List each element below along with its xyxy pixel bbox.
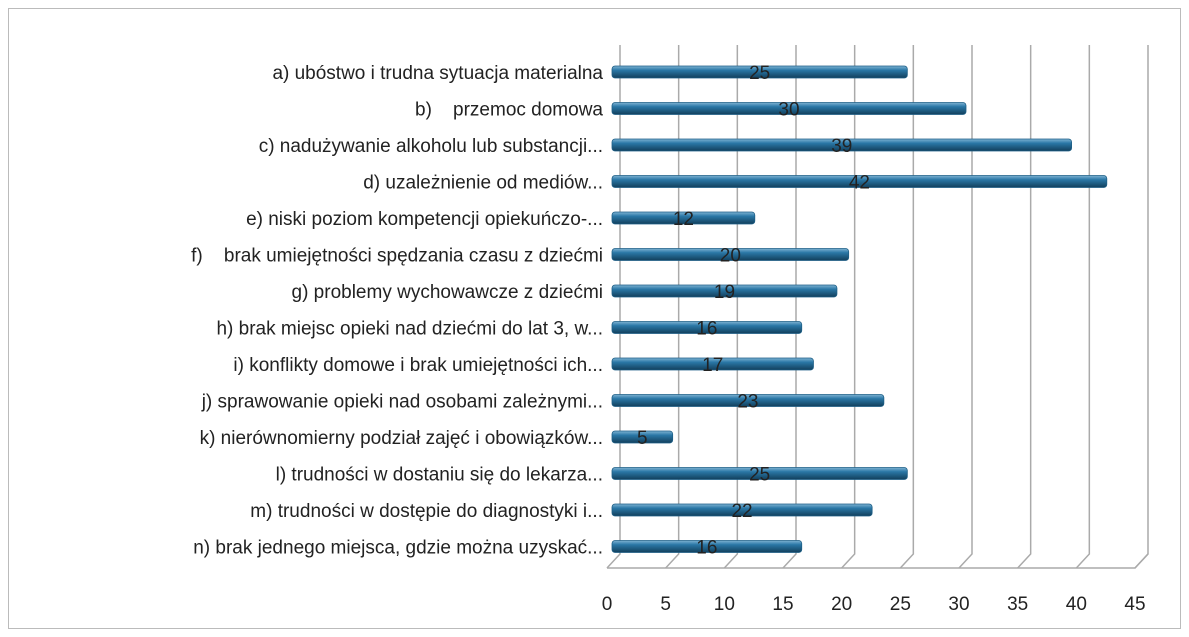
bar (611, 175, 1108, 188)
chart-border (8, 8, 1181, 629)
y-tick-label: k) nierównomierny podział zajęć i obowią… (200, 428, 603, 449)
bar (611, 284, 838, 298)
data-label: 19 (714, 282, 735, 303)
data-label: 20 (720, 246, 741, 267)
data-label: 42 (849, 173, 870, 194)
data-label: 17 (702, 355, 723, 376)
y-tick-label: d) uzależnienie od mediów... (363, 173, 603, 194)
floor (607, 553, 1149, 569)
data-label: 23 (737, 392, 758, 413)
data-label: 5 (637, 428, 648, 449)
y-tick-label: e) niski poziom kompetencji opiekuńczo-.… (246, 209, 603, 230)
y-tick-label: g) problemy wychowawcze z dziećmi (292, 282, 604, 303)
data-label: 25 (749, 465, 770, 486)
y-tick-label: n) brak jednego miejsca, gdzie można uzy… (193, 538, 603, 559)
bar (611, 138, 1073, 152)
x-tick-label: 20 (831, 594, 852, 615)
x-tick-label: 25 (890, 594, 911, 615)
data-label: 30 (778, 100, 799, 121)
bar (611, 65, 908, 79)
bar (611, 248, 850, 261)
bar (611, 211, 756, 225)
x-tick-label: 5 (660, 594, 671, 615)
grid-line (841, 45, 856, 569)
grid-line (782, 45, 797, 569)
data-label: 12 (673, 209, 694, 230)
grid-line (958, 45, 973, 569)
x-tick-label: 30 (948, 594, 969, 615)
y-tick-label: c) nadużywanie alkoholu lub substancji..… (259, 136, 603, 157)
grid-line (899, 45, 915, 569)
bar (611, 102, 967, 115)
grid-line (1075, 45, 1091, 569)
x-tick-label: 45 (1124, 594, 1145, 615)
x-tick-label: 15 (772, 594, 793, 615)
y-tick-label: h) brak miejsc opieki nad dziećmi do lat… (216, 319, 603, 340)
grid-line (1017, 45, 1032, 569)
data-label: 16 (696, 538, 717, 559)
bar (611, 467, 908, 480)
x-tick-label: 40 (1066, 594, 1087, 615)
bar (611, 321, 803, 334)
y-tick-label: a) ubóstwo i trudna sytuacja materialna (272, 63, 603, 84)
bar (611, 357, 814, 371)
bar (611, 394, 885, 407)
bar (611, 430, 674, 444)
y-tick-label: m) trudności w dostępie do diagnostyki i… (250, 501, 603, 522)
y-tick-label: f) brak umiejętności spędzania czasu z d… (191, 246, 603, 267)
data-label: 16 (696, 319, 717, 340)
y-tick-label: j) sprawowanie opieki nad osobami zależn… (201, 392, 603, 413)
data-label: 39 (831, 136, 852, 157)
x-tick-label: 35 (1007, 594, 1028, 615)
bar (611, 540, 803, 553)
x-tick-label: 10 (714, 594, 735, 615)
data-label: 22 (731, 501, 752, 522)
data-label: 25 (749, 63, 770, 84)
x-tick-label: 0 (602, 594, 613, 615)
y-tick-label: b) przemoc domowa (415, 100, 603, 121)
y-tick-label: i) konflikty domowe i brak umiejętności … (233, 355, 603, 376)
bar (611, 503, 873, 517)
y-tick-label: l) trudności w dostaniu się do lekarza..… (276, 465, 603, 486)
